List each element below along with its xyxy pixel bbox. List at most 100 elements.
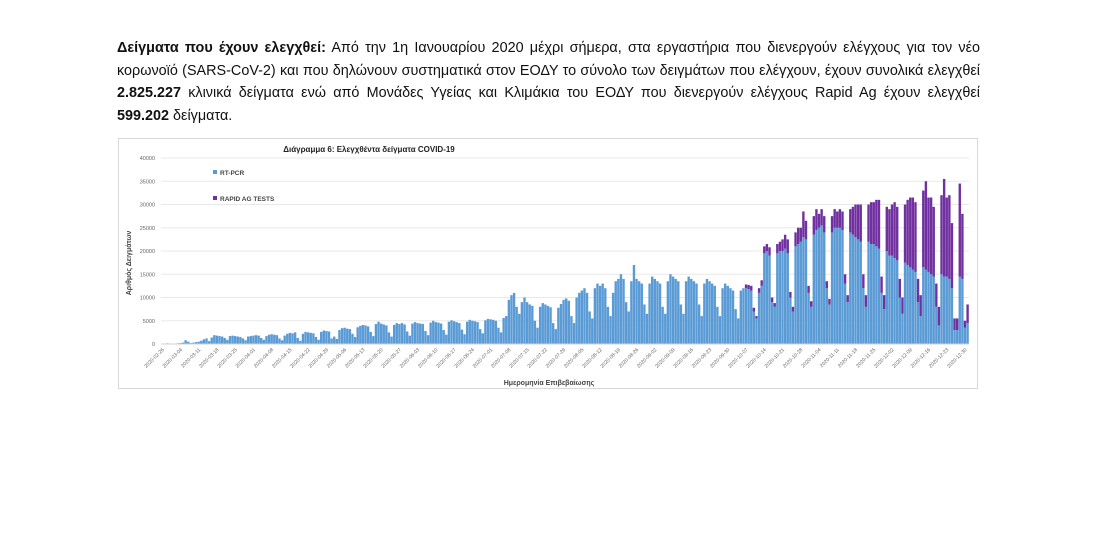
bar-rt-pcr <box>413 322 417 344</box>
y-tick-label: 30000 <box>140 203 155 209</box>
bar-rapid-ag <box>783 234 787 249</box>
pcr-total: 2.825.227 <box>117 85 182 102</box>
bar-rapid-ag <box>791 306 795 312</box>
bar-rt-pcr <box>215 335 219 344</box>
bar-rt-pcr <box>408 335 412 344</box>
bar-rt-pcr <box>604 288 607 344</box>
bar-rt-pcr <box>333 336 336 344</box>
bar-rt-pcr <box>953 330 956 344</box>
bar-rt-pcr <box>700 316 703 344</box>
bar-rapid-ag <box>919 295 922 317</box>
bar-rt-pcr <box>640 283 643 344</box>
bar-rt-pcr <box>734 309 737 344</box>
bar-rt-pcr <box>406 331 409 344</box>
bar-rt-pcr <box>520 302 524 344</box>
bar-rt-pcr <box>942 276 946 344</box>
bar-rt-pcr <box>596 283 599 344</box>
bar-rt-pcr <box>872 244 875 344</box>
bar-rapid-ag <box>932 206 935 277</box>
bar-rt-pcr <box>207 341 211 344</box>
bar-rt-pcr <box>794 246 797 344</box>
bar-rt-pcr <box>387 332 391 344</box>
bar-rt-pcr <box>228 336 232 344</box>
bar-rt-pcr <box>666 281 670 344</box>
bar-rt-pcr <box>609 316 612 344</box>
bar-rapid-ag <box>807 285 810 293</box>
bar-rt-pcr <box>468 319 471 344</box>
bar-rt-pcr <box>390 336 393 344</box>
bar-rt-pcr <box>359 325 362 344</box>
bar-rt-pcr <box>929 274 933 344</box>
bar-rapid-ag <box>825 281 829 289</box>
tested-samples-paragraph: Δείγματα που έχουν ελεγχθεί: Από την 1η … <box>117 37 980 128</box>
bar-rt-pcr <box>916 302 920 344</box>
bar-rt-pcr <box>718 316 722 344</box>
bar-rt-pcr <box>744 288 748 344</box>
bar-rt-pcr <box>465 321 469 344</box>
bar-rapid-ag <box>922 190 925 268</box>
bar-rt-pcr <box>869 244 873 344</box>
bar-rt-pcr <box>379 323 383 344</box>
bar-rt-pcr <box>322 330 325 344</box>
bar-rt-pcr <box>377 321 380 344</box>
bar-rapid-ag <box>924 181 928 270</box>
bar-rt-pcr <box>867 241 870 344</box>
bar-rt-pcr <box>319 331 323 344</box>
bar-rt-pcr <box>765 251 769 344</box>
bar-rt-pcr <box>783 248 787 344</box>
bar-rt-pcr <box>541 303 544 344</box>
bar-rt-pcr <box>437 322 440 344</box>
bar-rt-pcr <box>494 320 498 344</box>
bar-rt-pcr <box>901 313 904 344</box>
bar-rt-pcr <box>585 292 589 344</box>
bar-rt-pcr <box>729 288 732 344</box>
bar-rt-pcr <box>617 278 620 344</box>
bar-rapid-ag <box>854 204 857 238</box>
bar-rapid-ag <box>869 202 873 245</box>
bar-rt-pcr <box>945 276 948 344</box>
bar-rapid-ag <box>903 204 907 263</box>
bar-rt-pcr <box>851 234 855 344</box>
bar-rt-pcr <box>424 330 427 344</box>
bar-rt-pcr <box>554 329 557 344</box>
bar-rt-pcr <box>812 234 816 344</box>
bar-rt-pcr <box>369 331 372 344</box>
bar-rt-pcr <box>518 313 521 344</box>
bar-rt-pcr <box>713 285 716 344</box>
bar-rt-pcr <box>825 288 829 344</box>
bar-rapid-ag <box>893 202 896 258</box>
legend-swatch-rapid <box>213 196 217 200</box>
bar-rt-pcr <box>830 232 834 344</box>
bar-rt-pcr <box>411 323 414 344</box>
bar-rapid-ag <box>768 247 771 256</box>
bar-rapid-ag <box>820 209 823 226</box>
bar-rt-pcr <box>481 333 484 344</box>
bar-rt-pcr <box>570 316 573 344</box>
bar-rt-pcr <box>692 281 696 344</box>
bar-rt-pcr <box>434 322 438 344</box>
bar-rt-pcr <box>447 321 451 344</box>
bar-rt-pcr <box>770 302 774 344</box>
bar-rt-pcr <box>223 337 226 344</box>
bar-rt-pcr <box>489 319 492 344</box>
bar-rt-pcr <box>661 306 664 344</box>
bar-rt-pcr <box>739 290 743 344</box>
bar-rt-pcr <box>682 313 685 344</box>
bar-rapid-ag <box>799 227 802 242</box>
bar-rapid-ag <box>781 239 784 251</box>
bar-rt-pcr <box>932 276 935 344</box>
bar-rt-pcr <box>478 329 482 344</box>
bar-rt-pcr <box>247 336 250 344</box>
bar-rt-pcr <box>202 339 206 344</box>
bar-rapid-ag <box>875 199 878 247</box>
bar-rt-pcr <box>562 299 565 344</box>
bar-rt-pcr <box>919 316 922 344</box>
bar-rt-pcr <box>705 278 709 344</box>
bar-rt-pcr <box>742 288 745 344</box>
bar-rt-pcr <box>763 253 766 344</box>
bar-rt-pcr <box>948 278 951 344</box>
bar-rapid-ag <box>838 209 842 228</box>
bar-rapid-ag <box>755 316 758 319</box>
bar-rt-pcr <box>721 288 724 344</box>
bar-rt-pcr <box>476 322 479 344</box>
